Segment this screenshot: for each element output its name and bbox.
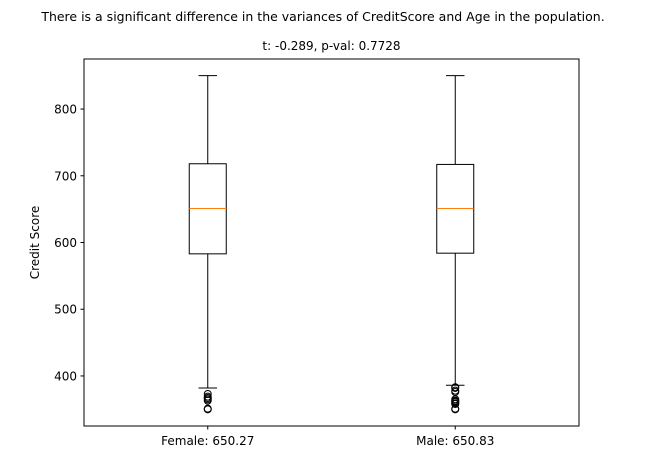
plot-area-frame: [83, 58, 580, 427]
chart-suptitle: There is a significant difference in the…: [40, 9, 604, 24]
outlier-point: [451, 386, 460, 395]
box-series: [188, 75, 475, 414]
outlier-point: [203, 389, 212, 398]
x-tick-label: Female: 650.27: [161, 434, 254, 448]
outlier-point: [451, 383, 460, 392]
x-axis: Female: 650.27 Male: 650.83: [161, 426, 494, 448]
outlier-point: [203, 392, 212, 401]
y-tick-label: 700: [54, 169, 77, 183]
y-axis-label: Credit Score: [28, 206, 42, 280]
y-tick-label: 500: [54, 303, 77, 317]
outlier-point: [203, 404, 212, 413]
x-tick-label: Male: 650.83: [416, 434, 494, 448]
y-tick-label: 400: [54, 369, 77, 383]
chart-title: t: -0.289, p-val: 0.7728: [262, 39, 400, 53]
y-axis: 400 500 600 700 800: [54, 103, 84, 383]
y-tick-label: 800: [54, 103, 77, 117]
y-tick-label: 600: [54, 236, 77, 250]
